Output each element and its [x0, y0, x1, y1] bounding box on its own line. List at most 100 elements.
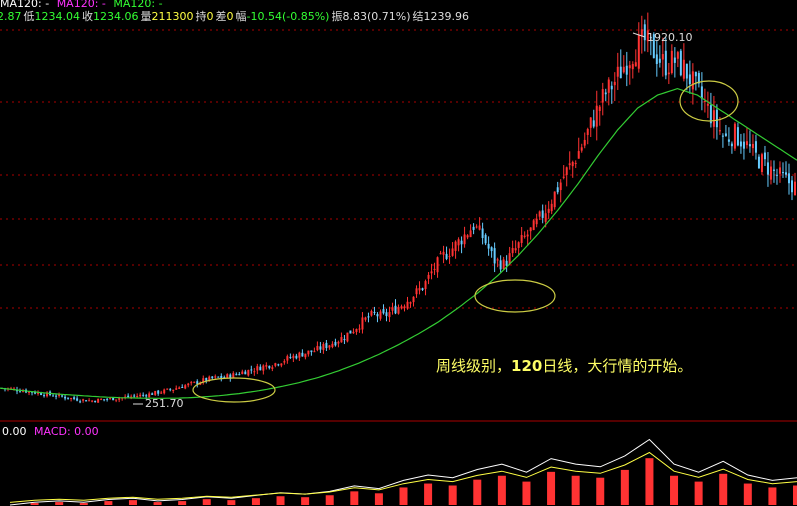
candle-body	[682, 59, 685, 79]
candle-body	[403, 306, 406, 309]
macd-bar	[793, 485, 797, 505]
candle-body	[394, 305, 397, 314]
candle-body	[235, 374, 238, 376]
candle-body	[322, 344, 325, 350]
ma120-label-2: MA120: -	[56, 0, 106, 10]
candle-body	[535, 218, 538, 225]
candle-body	[184, 385, 187, 389]
candle-body	[694, 71, 697, 77]
candle-body	[139, 394, 142, 397]
candle-body	[298, 352, 301, 358]
close-value: 1234.06	[93, 10, 139, 23]
candle-body	[691, 71, 694, 90]
candle-body	[595, 105, 598, 127]
candle-body	[676, 52, 679, 59]
candle-body	[706, 103, 709, 106]
candle-body	[397, 307, 400, 314]
candle-body	[499, 260, 502, 270]
candle-body	[448, 256, 451, 258]
candle-body	[142, 394, 145, 396]
candle-body	[46, 392, 49, 397]
candle-body	[457, 239, 460, 246]
candle-body	[280, 363, 283, 366]
candle-body	[757, 156, 760, 169]
candle-body	[688, 74, 691, 85]
candle-body	[205, 377, 208, 381]
candle-body	[337, 341, 340, 344]
candle-body	[748, 144, 751, 147]
candle-body	[334, 341, 337, 346]
candle-body	[151, 393, 154, 395]
candle-body	[307, 350, 310, 355]
candle-body	[283, 361, 286, 363]
candle-body	[367, 316, 370, 318]
candle-body	[196, 381, 199, 385]
macd-bar	[743, 483, 752, 505]
candle-body	[493, 248, 496, 264]
candle-body	[169, 389, 172, 391]
candle-body	[643, 24, 646, 41]
candle-body	[208, 376, 211, 381]
candle-body	[652, 34, 655, 59]
candle-body	[508, 253, 511, 265]
candle-body	[547, 208, 550, 213]
candle-body	[769, 166, 772, 180]
candle-body	[418, 288, 421, 291]
candle-body	[259, 366, 262, 371]
high-marker	[632, 32, 646, 38]
macd-bar	[620, 469, 629, 505]
candle-body	[568, 163, 571, 166]
candle-body	[211, 376, 214, 379]
macd-dea-line	[9, 451, 797, 503]
diff-label: 差	[215, 10, 227, 23]
settle-label: 结	[412, 10, 424, 23]
candle-body	[739, 141, 742, 147]
candle-body	[736, 127, 739, 146]
macd-bar	[104, 501, 113, 505]
candle-body	[550, 203, 553, 212]
candle-body	[625, 65, 628, 75]
candle-body	[109, 397, 112, 399]
candle-body	[484, 234, 487, 244]
candle-body	[40, 393, 43, 395]
candle-body	[217, 376, 220, 378]
candle-body	[82, 399, 85, 401]
candle-body	[784, 172, 787, 175]
candle-body	[310, 350, 313, 353]
macd-bar	[374, 493, 383, 505]
candle-body	[658, 58, 661, 63]
candle-body	[421, 288, 424, 291]
candle-body	[163, 389, 166, 394]
amp-label: 振	[331, 10, 343, 23]
candle-body	[289, 356, 292, 358]
candle-body	[661, 54, 664, 60]
candle-body	[460, 240, 463, 245]
candle-body	[562, 176, 565, 178]
candle-body	[592, 120, 595, 127]
candle-body	[667, 72, 670, 75]
candle-body	[577, 151, 580, 159]
candle-body	[37, 392, 40, 394]
macd-bar	[301, 497, 310, 505]
candle-body	[523, 235, 526, 237]
candle-body	[154, 390, 157, 395]
candle-body	[529, 227, 532, 232]
candle-body	[556, 187, 559, 193]
candle-body	[760, 154, 763, 173]
change-value: -10.54(-0.85%)	[246, 10, 330, 23]
candle-body	[220, 376, 223, 379]
macd-bar	[473, 479, 482, 505]
candle-body	[376, 314, 379, 317]
candle-body	[379, 311, 382, 319]
candle-body	[544, 213, 547, 222]
candle-body	[316, 345, 319, 351]
candle-body	[442, 251, 445, 255]
candle-body	[400, 306, 403, 309]
candle-body	[778, 167, 781, 174]
candle-body	[673, 57, 676, 63]
candle-body	[70, 397, 73, 399]
candle-body	[250, 369, 253, 371]
candle-body	[133, 395, 136, 397]
hold-value: 0	[206, 10, 214, 23]
